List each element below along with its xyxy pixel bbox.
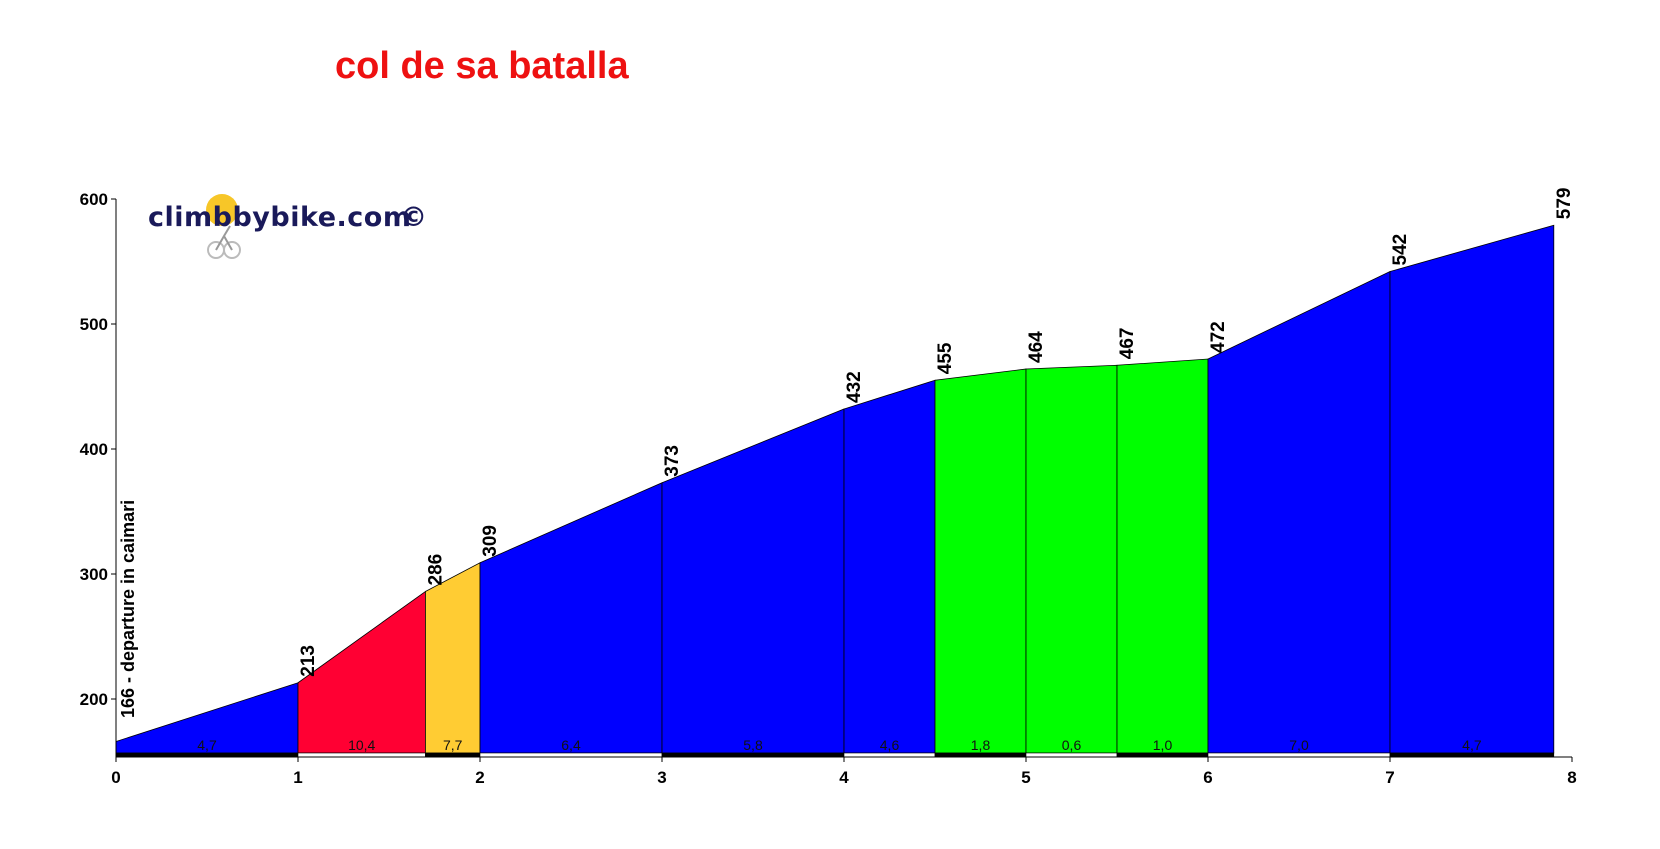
- elevation-label-286: 286: [425, 554, 446, 586]
- watermark-text: climbbybike.com: [148, 202, 411, 233]
- elevation-label-472: 472: [1208, 321, 1229, 353]
- x-tick-label-6: 6: [1203, 768, 1212, 787]
- segment-bar-0: [115, 752, 299, 758]
- segment-bar-4: [661, 752, 845, 758]
- elevation-label-432: 432: [844, 371, 865, 403]
- segment-bar-3: [479, 752, 663, 758]
- elevation-label-579: 579: [1554, 188, 1575, 220]
- segment-gradient-label-4: 5,8: [743, 737, 763, 753]
- segment-2: [424, 562, 481, 754]
- labels-layer: 213 286 309 373 432 455 464 467 472 542 579: [298, 188, 1575, 677]
- y-tick-label-200: 200: [80, 690, 108, 709]
- cyclist-sun-icon: [206, 194, 241, 259]
- segment-gradient-label-2: 7,7: [443, 737, 463, 753]
- segment-bar-10: [1389, 752, 1555, 758]
- x-tick-label-2: 2: [475, 768, 484, 787]
- elevation-label-455: 455: [935, 342, 956, 374]
- segment-gradient-label-8: 1,0: [1153, 737, 1173, 753]
- watermark-copyright: ©: [400, 202, 428, 233]
- segment-gradient-label-0: 4,7: [197, 737, 217, 753]
- y-tick-label-500: 500: [80, 315, 108, 334]
- y-tick-label-600: 600: [80, 190, 108, 209]
- segment-bar-6: [934, 752, 1027, 758]
- elevation-label-309: 309: [480, 525, 501, 557]
- x-tick-label-8: 8: [1567, 768, 1576, 787]
- x-tick-label-1: 1: [293, 768, 302, 787]
- segment-bar-5: [843, 752, 936, 758]
- elevation-label-467: 467: [1117, 328, 1138, 360]
- elevation-label-542: 542: [1390, 234, 1411, 266]
- segment-4: [661, 408, 845, 754]
- watermark: climbbybike.com ©: [148, 194, 428, 259]
- segment-gradient-label-9: 7,0: [1289, 737, 1309, 753]
- segment-9: [1207, 270, 1391, 754]
- x-tick-label-3: 3: [657, 768, 666, 787]
- segment-8: [1116, 358, 1209, 754]
- x-tick-label-5: 5: [1021, 768, 1030, 787]
- segment-gradient-label-5: 4,6: [880, 737, 900, 753]
- segment-gradient-label-6: 1,8: [971, 737, 991, 753]
- x-tick-label-7: 7: [1385, 768, 1394, 787]
- axes-layer: 200 300 400 500 600 0 1 2 3 4 5 6 7 8: [80, 190, 1577, 787]
- x-tick-label-0: 0: [111, 768, 120, 787]
- elevation-label-373: 373: [662, 445, 683, 477]
- segments-layer: 4,7 10,4 7,7 6,4 5,8 4,6 1,8 0,6 1,0 7,0 4,7: [115, 224, 1555, 758]
- elevation-label-213: 213: [298, 645, 319, 677]
- start-label: 166 - departure in caimari: [118, 500, 138, 718]
- segment-6: [934, 368, 1027, 754]
- segment-gradient-label-7: 0,6: [1062, 737, 1082, 753]
- segment-3: [479, 482, 663, 754]
- segment-7: [1025, 364, 1118, 754]
- y-tick-label-400: 400: [80, 440, 108, 459]
- y-tick-label-300: 300: [80, 565, 108, 584]
- segment-bar-7: [1025, 752, 1118, 758]
- segment-gradient-label-3: 6,4: [561, 737, 581, 753]
- segment-10: [1389, 224, 1555, 754]
- chart-title: col de sa batalla: [335, 45, 629, 87]
- elevation-label-464: 464: [1026, 331, 1047, 363]
- x-tick-label-4: 4: [839, 768, 849, 787]
- segment-bar-8: [1116, 752, 1209, 758]
- segment-bar-9: [1207, 752, 1391, 758]
- segment-gradient-label-10: 4,7: [1462, 737, 1482, 753]
- segment-bar-1: [297, 752, 426, 758]
- segment-gradient-label-1: 10,4: [348, 737, 375, 753]
- segment-5: [843, 379, 936, 754]
- segment-bar-2: [425, 752, 481, 758]
